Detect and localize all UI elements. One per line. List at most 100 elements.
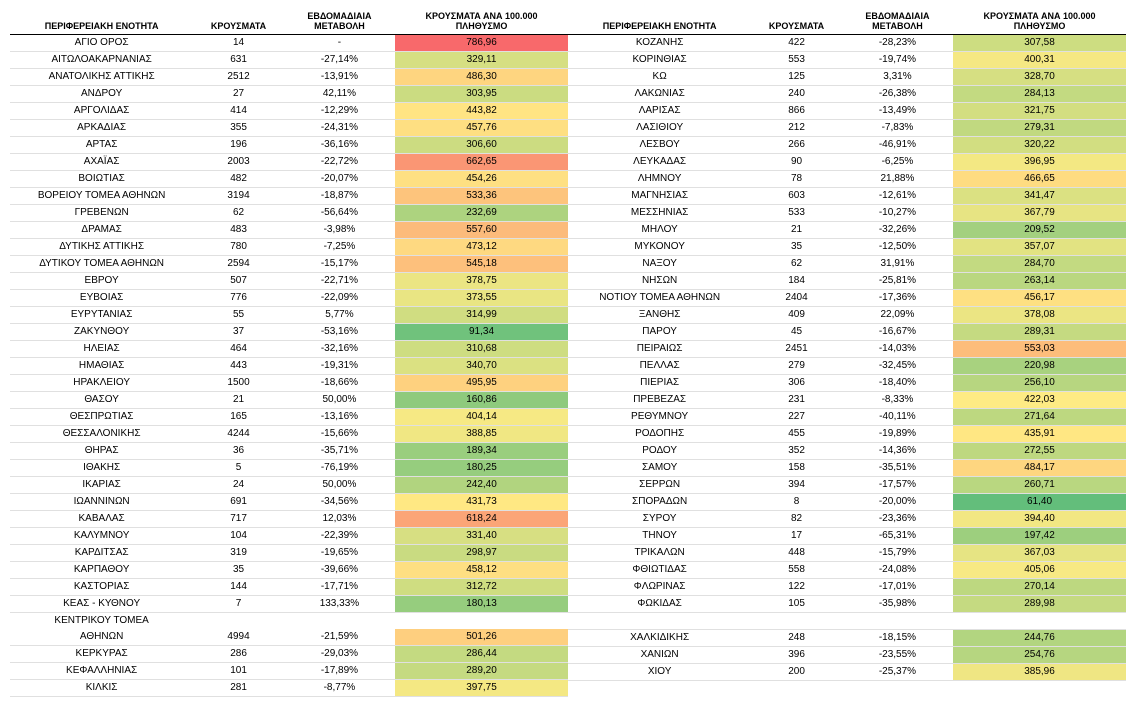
cell-rate: 209,52 — [953, 221, 1126, 238]
cell-delta: -29,03% — [284, 645, 395, 662]
cell-delta: -18,66% — [284, 374, 395, 391]
cell-delta: -22,72% — [284, 153, 395, 170]
cell-region: ΑΡΤΑΣ — [10, 136, 193, 153]
cell-cases: 281 — [193, 679, 284, 696]
table-row: ΦΩΚΙΔΑΣ105-35,98%289,98 — [568, 595, 1126, 612]
cell-delta: -24,08% — [842, 561, 953, 578]
cell-cases: 122 — [751, 578, 842, 595]
cell-rate: 378,08 — [953, 306, 1126, 323]
table-row: ΧΑΝΙΩΝ396-23,55%254,76 — [568, 646, 1126, 663]
table-row: ΑΙΤΩΛΟΑΚΑΡΝΑΝΙΑΣ631-27,14%329,11 — [10, 51, 568, 68]
cell-cases: 36 — [193, 442, 284, 459]
table-row: ΠΕΛΛΑΣ279-32,45%220,98 — [568, 357, 1126, 374]
cell-rate: 189,34 — [395, 442, 568, 459]
cell-rate: 303,95 — [395, 85, 568, 102]
cell-cases: 319 — [193, 544, 284, 561]
cell-delta: -17,89% — [284, 662, 395, 679]
cell-delta: -40,11% — [842, 408, 953, 425]
cell-region: ΧΙΟΥ — [568, 663, 751, 680]
cell-rate: 331,40 — [395, 527, 568, 544]
cell-cases: 483 — [193, 221, 284, 238]
cell-delta: -22,71% — [284, 272, 395, 289]
cell-region: ΛΑΡΙΣΑΣ — [568, 102, 751, 119]
cell-region: ΦΩΚΙΔΑΣ — [568, 595, 751, 612]
left-table-container: ΠΕΡΙΦΕΡΕΙΑΚΗ ΕΝΟΤΗΤΑ ΚΡΟΥΣΜΑΤΑ ΕΒΔΟΜΑΔΙΑ… — [10, 10, 568, 697]
cell-delta: -26,38% — [842, 85, 953, 102]
cell-cases: 35 — [751, 238, 842, 255]
cell-delta: -19,89% — [842, 425, 953, 442]
cell-rate: 340,70 — [395, 357, 568, 374]
left-tbody: ΑΓΙΟ ΟΡΟΣ14-786,96ΑΙΤΩΛΟΑΚΑΡΝΑΝΙΑΣ631-27… — [10, 34, 568, 696]
table-row: ΣΕΡΡΩΝ394-17,57%260,71 — [568, 476, 1126, 493]
cell-rate: 61,40 — [953, 493, 1126, 510]
table-row: ΛΑΣΙΘΙΟΥ212-7,83%279,31 — [568, 119, 1126, 136]
cell-delta: -13,16% — [284, 408, 395, 425]
cell-delta: -19,74% — [842, 51, 953, 68]
cell-region: ΠΕΙΡΑΙΩΣ — [568, 340, 751, 357]
cell-rate: 328,70 — [953, 68, 1126, 85]
cell-region: ΦΘΙΩΤΙΔΑΣ — [568, 561, 751, 578]
cell-delta: -8,33% — [842, 391, 953, 408]
cell-rate: 501,26 — [395, 629, 568, 646]
cell-cases: 104 — [193, 527, 284, 544]
cell-delta: 50,00% — [284, 391, 395, 408]
cell-delta: -25,37% — [842, 663, 953, 680]
cell-region: ΒΟΡΕΙΟΥ ΤΟΜΕΑ ΑΘΗΝΩΝ — [10, 187, 193, 204]
cell-region: ΓΡΕΒΕΝΩΝ — [10, 204, 193, 221]
cell-delta: -32,26% — [842, 221, 953, 238]
cell-delta — [842, 612, 953, 629]
cell-cases: 717 — [193, 510, 284, 527]
table-row: ΔΡΑΜΑΣ483-3,98%557,60 — [10, 221, 568, 238]
cell-region: ΚΕΡΚΥΡΑΣ — [10, 645, 193, 662]
cell-region: ΖΑΚΥΝΘΟΥ — [10, 323, 193, 340]
cell-cases: 352 — [751, 442, 842, 459]
cell-rate: 270,14 — [953, 578, 1126, 595]
cell-cases: 231 — [751, 391, 842, 408]
cell-region: ΛΕΥΚΑΔΑΣ — [568, 153, 751, 170]
cell-rate: 232,69 — [395, 204, 568, 221]
cell-region: ΛΕΣΒΟΥ — [568, 136, 751, 153]
cell-delta: 50,00% — [284, 476, 395, 493]
cell-rate: 397,75 — [395, 679, 568, 696]
cell-cases: 1500 — [193, 374, 284, 391]
table-row: ΕΥΒΟΙΑΣ776-22,09%373,55 — [10, 289, 568, 306]
cell-region: ΣΕΡΡΩΝ — [568, 476, 751, 493]
table-row: ΚΙΛΚΙΣ281-8,77%397,75 — [10, 679, 568, 696]
cell-rate: 662,65 — [395, 153, 568, 170]
cell-rate: 473,12 — [395, 238, 568, 255]
cell-cases: 355 — [193, 119, 284, 136]
table-row: ΠΡΕΒΕΖΑΣ231-8,33%422,03 — [568, 391, 1126, 408]
table-row: ΝΟΤΙΟΥ ΤΟΜΕΑ ΑΘΗΝΩΝ2404-17,36%456,17 — [568, 289, 1126, 306]
cell-region: ΤΡΙΚΑΛΩΝ — [568, 544, 751, 561]
cell-delta: -18,40% — [842, 374, 953, 391]
table-row: ΓΡΕΒΕΝΩΝ62-56,64%232,69 — [10, 204, 568, 221]
right-table-container: ΠΕΡΙΦΕΡΕΙΑΚΗ ΕΝΟΤΗΤΑ ΚΡΟΥΣΜΑΤΑ ΕΒΔΟΜΑΔΙΑ… — [568, 10, 1126, 697]
cell-delta: -20,07% — [284, 170, 395, 187]
cell-cases: 62 — [751, 255, 842, 272]
cell-cases: 7 — [193, 595, 284, 612]
cell-cases: 82 — [751, 510, 842, 527]
cell-delta: -17,36% — [842, 289, 953, 306]
table-row: ΣΠΟΡΑΔΩΝ8-20,00%61,40 — [568, 493, 1126, 510]
cell-delta: -17,57% — [842, 476, 953, 493]
cell-cases: 691 — [193, 493, 284, 510]
cell-cases: 482 — [193, 170, 284, 187]
cell-rate: 456,17 — [953, 289, 1126, 306]
cell-rate: 197,42 — [953, 527, 1126, 544]
cell-region: ΚΑΡΔΙΤΣΑΣ — [10, 544, 193, 561]
cell-region: ΗΛΕΙΑΣ — [10, 340, 193, 357]
cell-delta: -16,67% — [842, 323, 953, 340]
cell-region: ΑΙΤΩΛΟΑΚΑΡΝΑΝΙΑΣ — [10, 51, 193, 68]
cell-region: ΜΕΣΣΗΝΙΑΣ — [568, 204, 751, 221]
cell-rate: 272,55 — [953, 442, 1126, 459]
cell-delta: -35,71% — [284, 442, 395, 459]
cell-rate: 271,64 — [953, 408, 1126, 425]
cell-cases: 2451 — [751, 340, 842, 357]
cell-rate: 306,60 — [395, 136, 568, 153]
cell-rate: 458,12 — [395, 561, 568, 578]
header-rate: ΚΡΟΥΣΜΑΤΑ ΑΝΑ 100.000 ΠΛΗΘΥΣΜΟ — [953, 10, 1126, 34]
cell-delta: -12,50% — [842, 238, 953, 255]
cell-region: ΡΕΘΥΜΝΟΥ — [568, 408, 751, 425]
cell-rate: 405,06 — [953, 561, 1126, 578]
cell-delta: -3,98% — [284, 221, 395, 238]
